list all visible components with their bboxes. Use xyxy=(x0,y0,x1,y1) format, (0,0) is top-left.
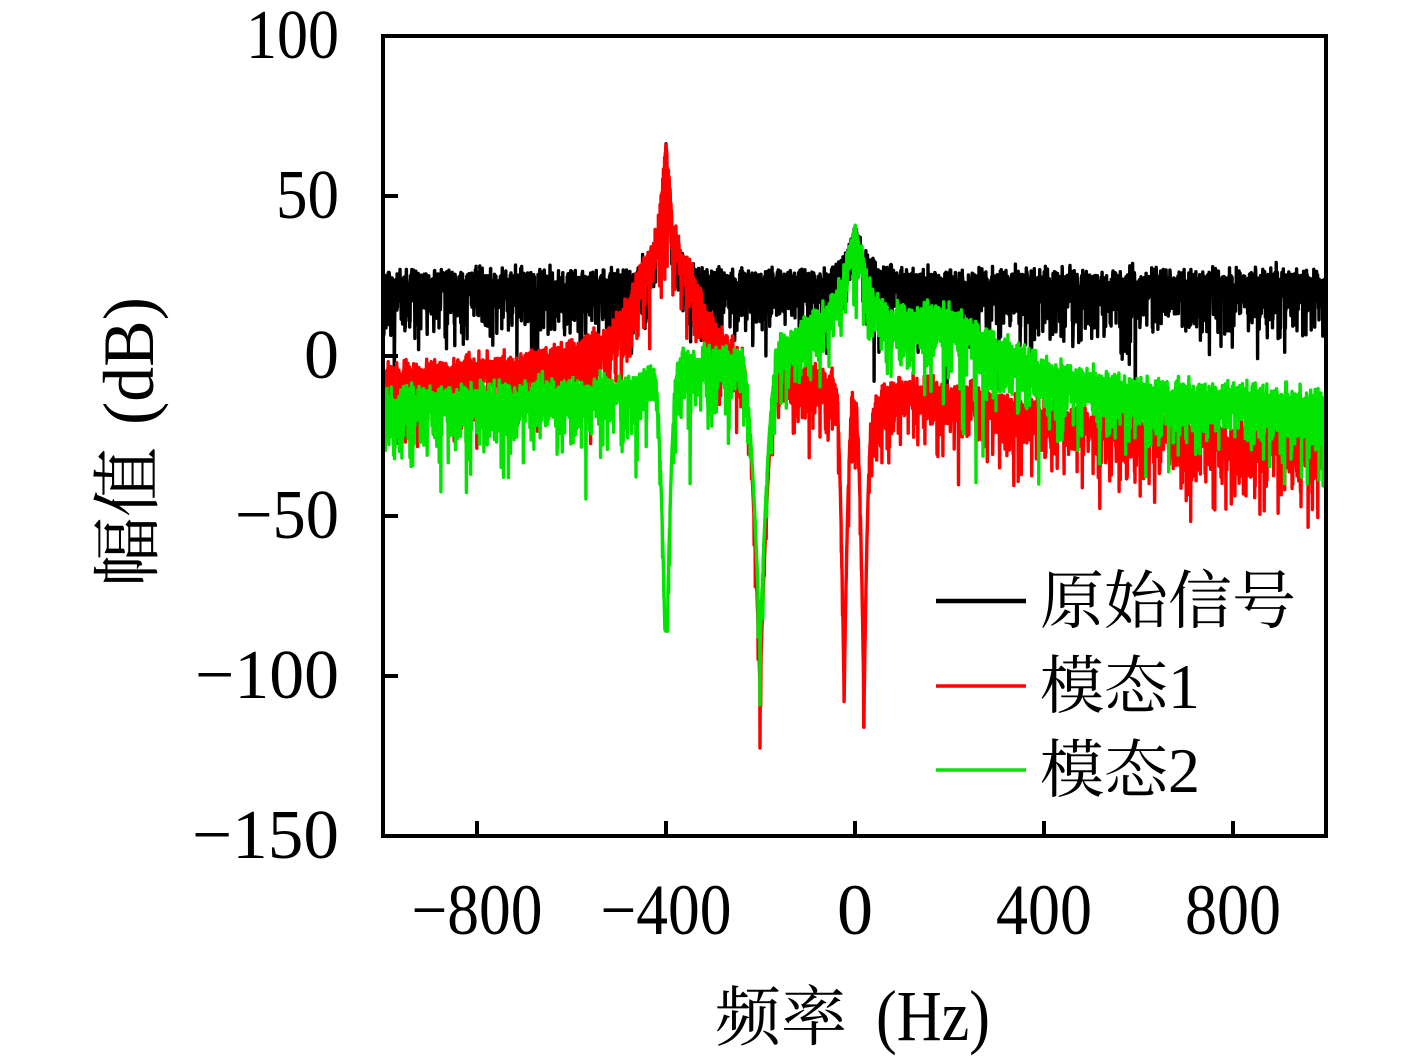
svg-text:100: 100 xyxy=(246,0,339,74)
svg-text:0: 0 xyxy=(304,317,339,394)
svg-text:−800: −800 xyxy=(412,870,543,950)
svg-text:(Hz): (Hz) xyxy=(876,976,990,1056)
svg-text:(dB): (dB) xyxy=(89,297,169,425)
svg-text:−50: −50 xyxy=(235,477,339,554)
svg-text:0: 0 xyxy=(837,870,873,950)
svg-text:1: 1 xyxy=(1168,651,1200,722)
svg-text:−150: −150 xyxy=(192,797,339,874)
svg-text:2: 2 xyxy=(1168,735,1200,806)
svg-text:50: 50 xyxy=(276,157,339,234)
svg-text:800: 800 xyxy=(1185,870,1281,950)
svg-text:−100: −100 xyxy=(195,637,339,714)
svg-text:400: 400 xyxy=(996,870,1092,950)
svg-text:−400: −400 xyxy=(601,870,732,950)
